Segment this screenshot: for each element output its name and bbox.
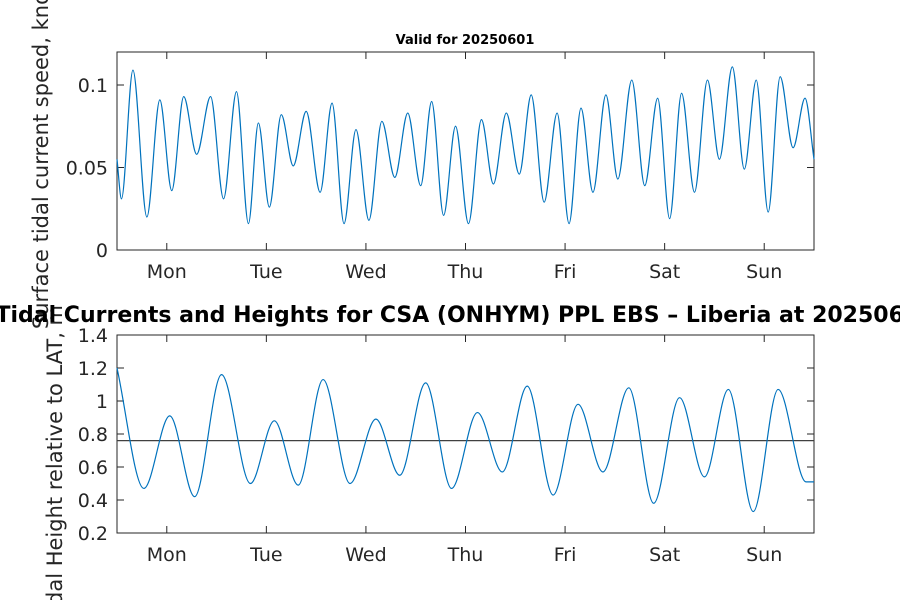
current-speed-panel: 0 0.05 0.1 Mon Tue Wed Thu Fri Sat Sun Valid for… <box>29 0 815 329</box>
height-ytick-label: 0.8 <box>78 424 108 446</box>
current-speed-line <box>116 66 815 225</box>
height-xtick-label: Tue <box>249 544 282 566</box>
tidal-height-panel: 0.2 0.4 0.6 0.8 1 1.2 1.4 Mon Tue Wed Thu Fri Sat Su… <box>43 305 815 600</box>
height-xtick-label: Mon <box>147 544 187 566</box>
current-ytick-label: 0 <box>96 240 108 262</box>
height-ytick-label: 1 <box>96 391 108 413</box>
current-xtick-label: Tue <box>249 261 282 283</box>
current-chart-title: Valid for 20250601 <box>396 33 535 48</box>
current-y-axis-label: Surface tidal current speed, knots <box>29 0 53 329</box>
height-xtick-label: Sat <box>649 544 680 566</box>
height-xtick-label: Fri <box>554 544 577 566</box>
current-ytick-label: 0.05 <box>66 158 108 180</box>
current-xtick-label: Thu <box>447 261 484 283</box>
current-xtick-label: Wed <box>345 261 386 283</box>
height-ytick-label: 0.2 <box>78 523 108 545</box>
tidal-height-line <box>116 367 814 513</box>
current-ytick-label: 0.1 <box>78 75 108 97</box>
height-xtick-label: Sun <box>746 544 782 566</box>
current-xtick-label: Sat <box>649 261 680 283</box>
current-xtick-label: Fri <box>554 261 577 283</box>
current-axes-box <box>116 51 815 251</box>
figure-title: Tidal Currents and Heights for CSA (ONHY… <box>0 303 900 328</box>
height-axes-box <box>116 334 815 534</box>
height-y-axis-label: Tidal Height relative to LAT, m <box>43 305 67 600</box>
height-ytick-label: 0.4 <box>78 490 108 512</box>
height-xtick-label: Thu <box>447 544 484 566</box>
current-xtick-label: Sun <box>746 261 782 283</box>
current-xtick-label: Mon <box>147 261 187 283</box>
height-ytick-label: 1.4 <box>78 325 108 347</box>
height-ytick-label: 0.6 <box>78 457 108 479</box>
height-ytick-label: 1.2 <box>78 358 108 380</box>
height-xtick-label: Wed <box>345 544 386 566</box>
